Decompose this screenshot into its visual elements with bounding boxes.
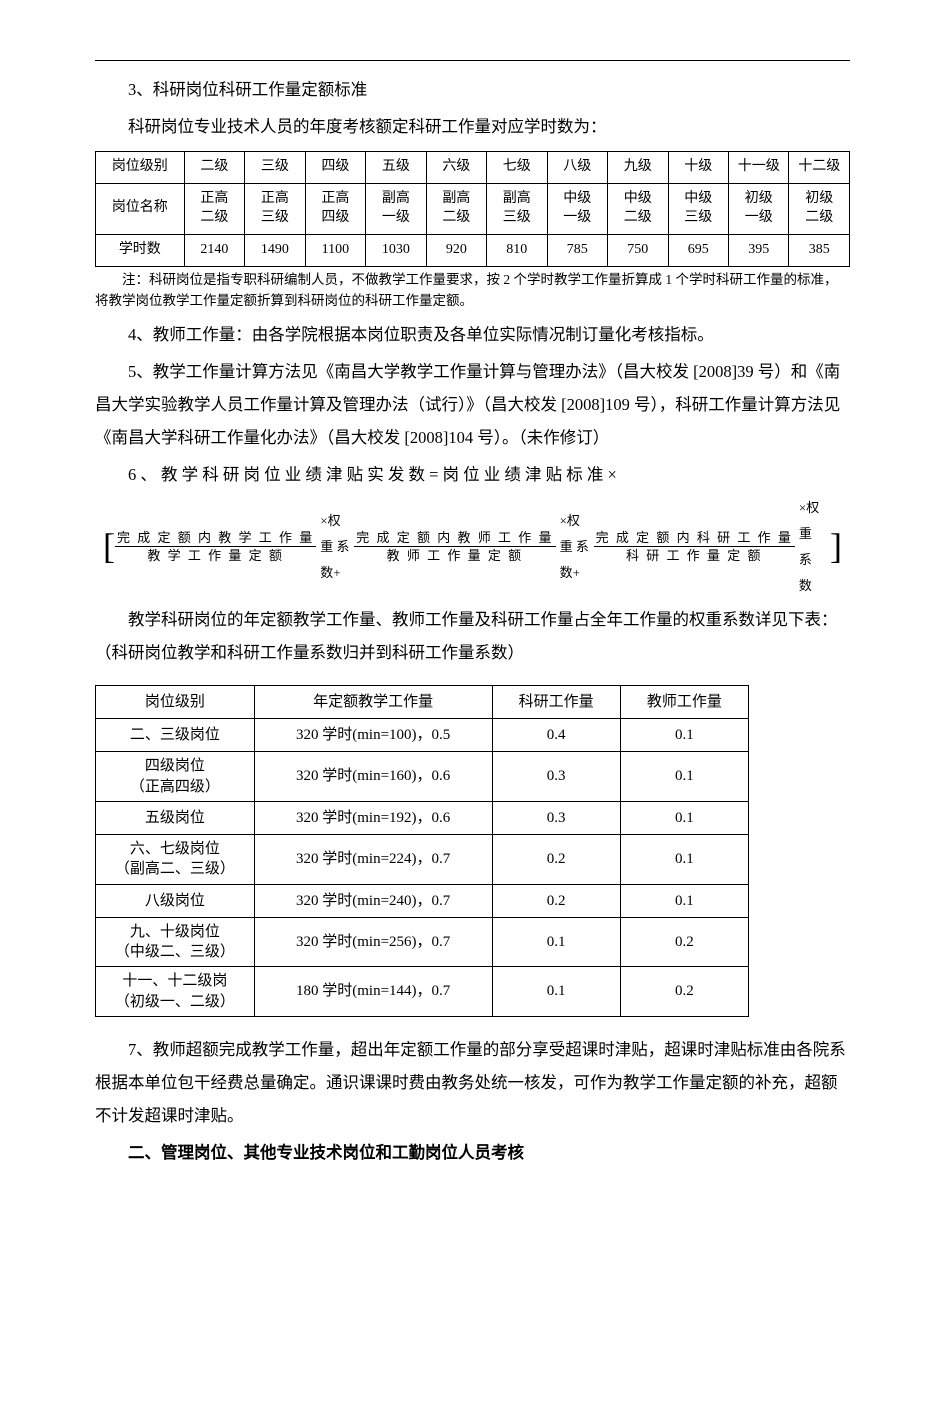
table-cell: 1490 [245, 234, 305, 266]
table-cell: 320 学时(min=256)，0.7 [254, 917, 492, 967]
heading-2: 二、管理岗位、其他专业技术岗位和工勤岗位人员考核 [95, 1136, 850, 1169]
table-cell: 十级 [668, 152, 728, 184]
table-cell: 320 学时(min=160)，0.6 [254, 752, 492, 802]
bracket-right: ] [830, 532, 842, 561]
coef3: ×权 重 系 数 [799, 495, 826, 599]
table-cell: 八级岗位 [96, 884, 255, 917]
table-cell: 五级岗位 [96, 801, 255, 834]
table-cell: 九、十级岗位（中级二、三级） [96, 917, 255, 967]
table-cell: 四级 [305, 152, 365, 184]
table-cell: 二、三级岗位 [96, 719, 255, 752]
para-3-title: 3、科研岗位科研工作量定额标准 [95, 73, 850, 106]
para-6: 6 、 教 学 科 研 岗 位 业 绩 津 贴 实 发 数 = 岗 位 业 绩 … [95, 458, 850, 491]
table-cell: 八级 [547, 152, 607, 184]
table-cell: 320 学时(min=100)，0.5 [254, 719, 492, 752]
table-cell: 1030 [366, 234, 426, 266]
table-cell: 320 学时(min=240)，0.7 [254, 884, 492, 917]
table-research-quota: 岗位级别二级三级四级五级六级七级八级九级十级十一级十二级岗位名称正高二级正高三级… [95, 151, 850, 267]
table-cell: 0.1 [620, 801, 748, 834]
table-cell: 320 学时(min=224)，0.7 [254, 835, 492, 885]
table-cell: 正高三级 [245, 183, 305, 234]
table-cell: 0.3 [492, 801, 620, 834]
table-row-label: 岗位名称 [96, 183, 185, 234]
table-cell: 六级 [426, 152, 486, 184]
table-cell: 副高二级 [426, 183, 486, 234]
table-cell: 0.2 [492, 884, 620, 917]
table-cell: 二级 [184, 152, 244, 184]
table-cell: 七级 [487, 152, 547, 184]
table-cell: 0.1 [620, 752, 748, 802]
para-5: 5、教学工作量计算方法见《南昌大学教学工作量计算与管理办法》（昌大校发 [200… [95, 355, 850, 454]
table-cell: 中级一级 [547, 183, 607, 234]
para-3a: 科研岗位专业技术人员的年度考核额定科研工作量对应学时数为： [95, 110, 850, 143]
table-cell: 0.1 [620, 884, 748, 917]
table-cell: 十二级 [789, 152, 850, 184]
table-cell: 320 学时(min=192)，0.6 [254, 801, 492, 834]
table-cell: 副高三级 [487, 183, 547, 234]
table-cell: 0.4 [492, 719, 620, 752]
table-cell: 初级一级 [729, 183, 789, 234]
coef1: ×权 重 系 数+ [320, 508, 350, 586]
table-cell: 2140 [184, 234, 244, 266]
table-cell: 395 [729, 234, 789, 266]
table-cell: 920 [426, 234, 486, 266]
table-cell: 副高一级 [366, 183, 426, 234]
table-cell: 正高四级 [305, 183, 365, 234]
table-cell: 九级 [608, 152, 668, 184]
table-cell: 785 [547, 234, 607, 266]
table-header: 科研工作量 [492, 685, 620, 718]
table-header: 岗位级别 [96, 685, 255, 718]
table-cell: 五级 [366, 152, 426, 184]
para-6b: 教学科研岗位的年定额教学工作量、教师工作量及科研工作量占全年工作量的权重系数详见… [95, 603, 850, 669]
table-cell: 0.3 [492, 752, 620, 802]
table-header: 年定额教学工作量 [254, 685, 492, 718]
table-row-label: 学时数 [96, 234, 185, 266]
table-cell: 十一级 [729, 152, 789, 184]
table-cell: 四级岗位（正高四级） [96, 752, 255, 802]
table1-note: 注：科研岗位是指专职科研编制人员，不做教学工作量要求，按 2 个学时教学工作量折… [95, 269, 850, 312]
table-cell: 385 [789, 234, 850, 266]
frac-3: 完 成 定 额 内 科 研 工 作 量 科 研 工 作 量 定 额 [594, 530, 795, 564]
table-cell: 0.1 [492, 917, 620, 967]
table-cell: 三级 [245, 152, 305, 184]
frac-1: 完 成 定 额 内 教 学 工 作 量 教 学 工 作 量 定 额 [115, 530, 316, 564]
table-cell: 180 学时(min=144)，0.7 [254, 967, 492, 1017]
table-header: 教师工作量 [620, 685, 748, 718]
table-cell: 初级二级 [789, 183, 850, 234]
para-4: 4、教师工作量：由各学院根据本岗位职责及各单位实际情况制订量化考核指标。 [95, 318, 850, 351]
table-cell: 810 [487, 234, 547, 266]
table-cell: 0.1 [492, 967, 620, 1017]
table-row-label: 岗位级别 [96, 152, 185, 184]
table-cell: 正高二级 [184, 183, 244, 234]
para-7: 7、教师超额完成教学工作量，超出年定额工作量的部分享受超课时津贴，超课时津贴标准… [95, 1033, 850, 1132]
table-cell: 0.1 [620, 719, 748, 752]
table-cell: 750 [608, 234, 668, 266]
table-cell: 1100 [305, 234, 365, 266]
coef2: ×权 重 系 数+ [560, 508, 590, 586]
table-cell: 中级三级 [668, 183, 728, 234]
table-cell: 0.2 [492, 835, 620, 885]
table-cell: 六、七级岗位（副高二、三级） [96, 835, 255, 885]
table-cell: 695 [668, 234, 728, 266]
table-cell: 0.1 [620, 835, 748, 885]
table-cell: 0.2 [620, 917, 748, 967]
bracket-left: [ [103, 532, 115, 561]
table-weight: 岗位级别年定额教学工作量科研工作量教师工作量二、三级岗位320 学时(min=1… [95, 685, 749, 1017]
table-cell: 十一、十二级岗（初级一、二级） [96, 967, 255, 1017]
table-cell: 中级二级 [608, 183, 668, 234]
formula: [ 完 成 定 额 内 教 学 工 作 量 教 学 工 作 量 定 额 ×权 重… [95, 495, 850, 599]
frac-2: 完 成 定 额 内 教 师 工 作 量 教 师 工 作 量 定 额 [354, 530, 555, 564]
table-cell: 0.2 [620, 967, 748, 1017]
